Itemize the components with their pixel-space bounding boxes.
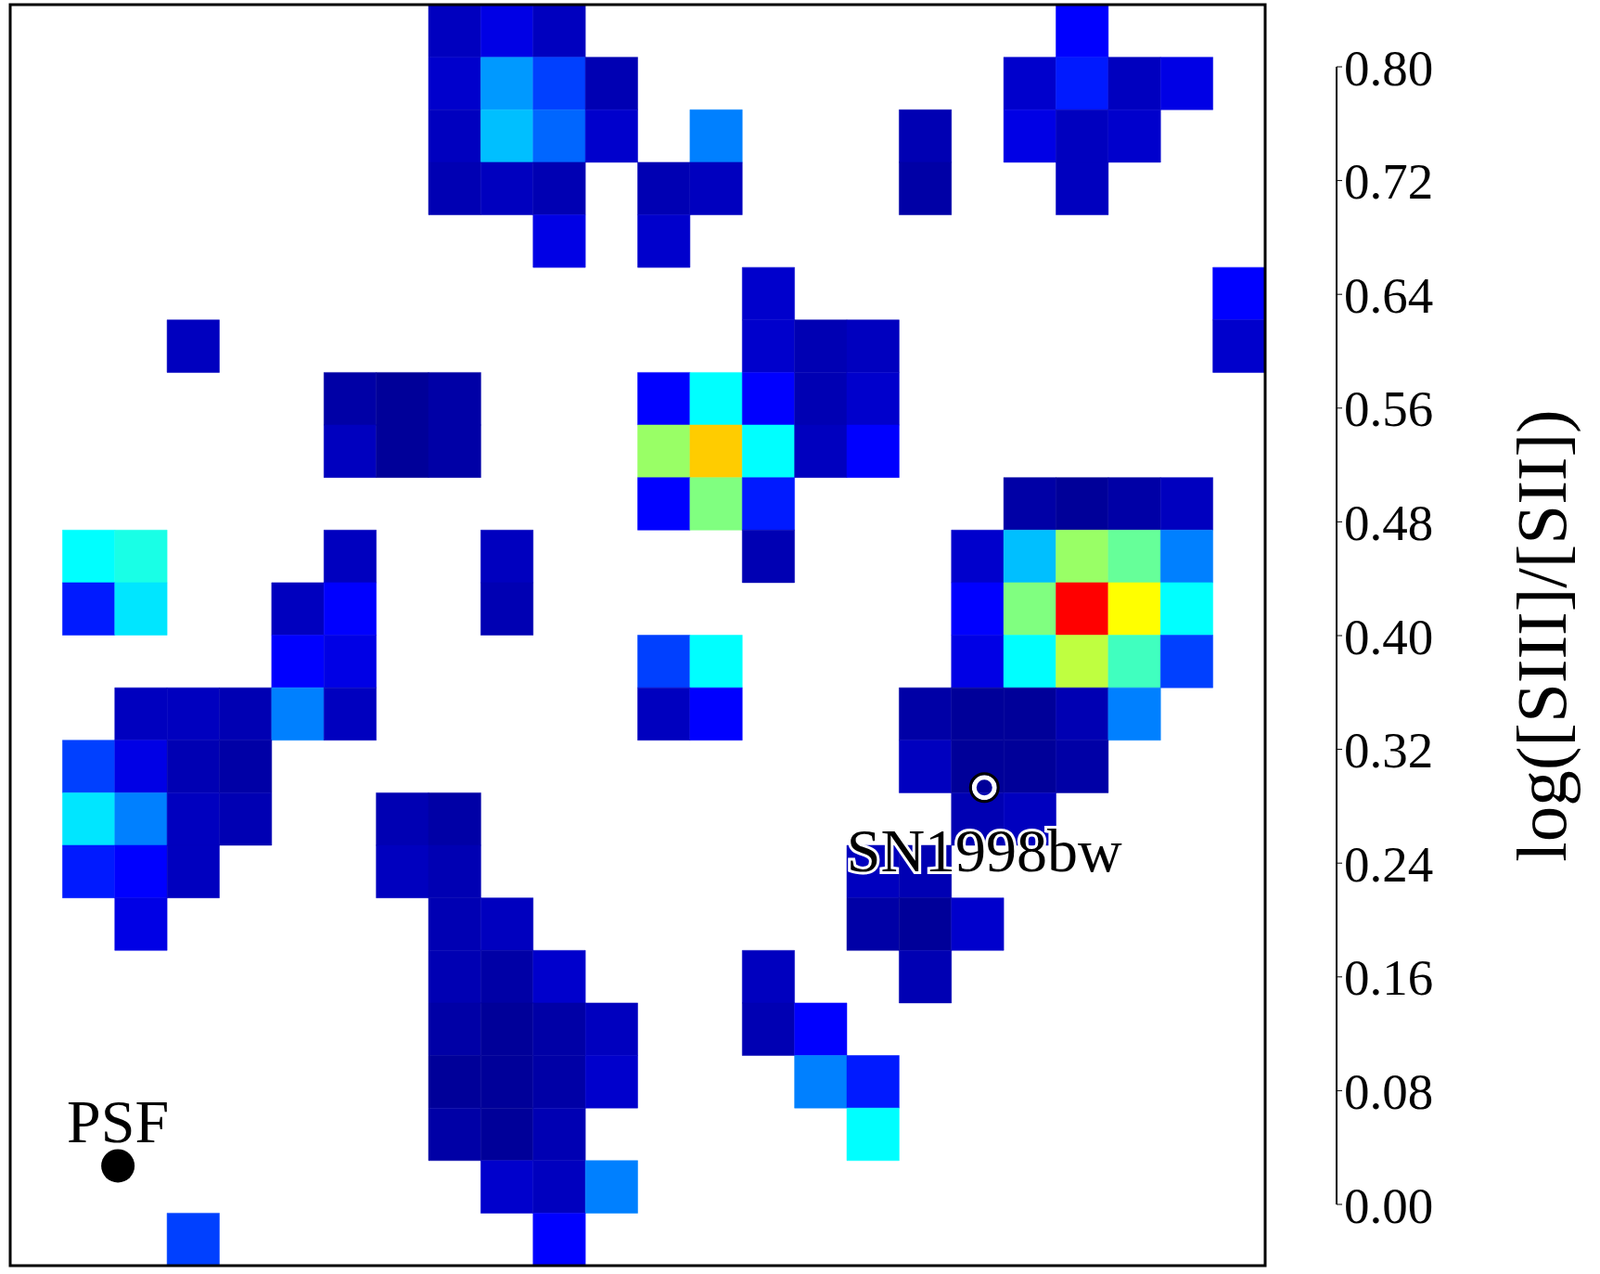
svg-text:0.72: 0.72 [1344,153,1434,210]
svg-text:0.32: 0.32 [1344,721,1434,779]
svg-text:0.00: 0.00 [1344,1177,1434,1234]
svg-text:0.40: 0.40 [1344,608,1434,666]
svg-text:0.80: 0.80 [1344,39,1434,97]
svg-text:0.48: 0.48 [1344,494,1434,551]
svg-text:0.08: 0.08 [1344,1062,1434,1120]
svg-text:0.64: 0.64 [1344,267,1434,324]
svg-text:0.56: 0.56 [1344,380,1434,437]
svg-text:SN1998bw: SN1998bw [846,816,1123,884]
html-text:log([SIII]/[SII]): log([SIII]/[SII]) [1501,409,1581,862]
svg-text:PSF: PSF [66,1087,169,1155]
svg-text:0.16: 0.16 [1344,948,1434,1006]
svg-text:0.24: 0.24 [1344,835,1434,893]
